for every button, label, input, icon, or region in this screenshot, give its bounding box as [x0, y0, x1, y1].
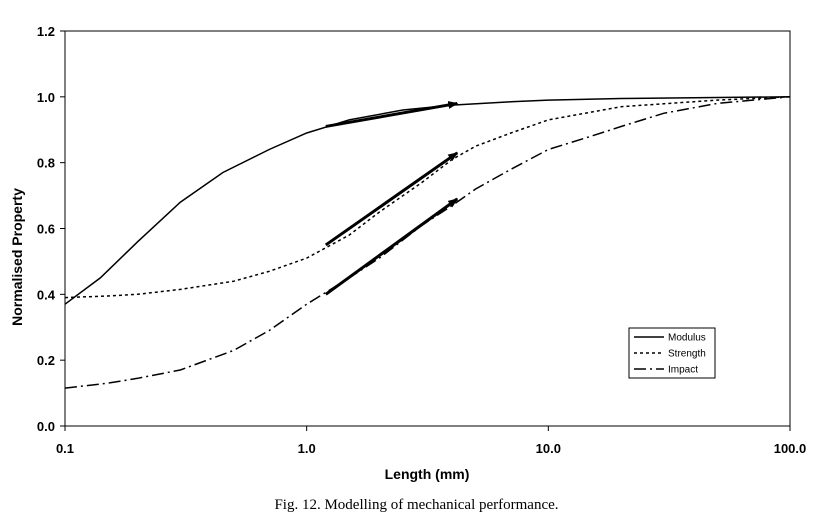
y-tick-label: 1.2	[37, 24, 55, 39]
y-tick-label: 1.0	[37, 90, 55, 105]
x-tick-label: 10.0	[536, 441, 561, 456]
figure-caption: Fig. 12. Modelling of mechanical perform…	[274, 497, 559, 513]
x-axis-title: Length (mm)	[385, 466, 470, 482]
legend-label-modulus: Modulus	[668, 333, 706, 344]
y-tick-label: 0.4	[37, 287, 56, 302]
y-tick-label: 0.2	[37, 353, 55, 368]
legend: Modulus Strength Impact	[628, 327, 716, 379]
annotation-arrow	[325, 101, 459, 128]
series-line-modulus	[64, 96, 791, 305]
legend-label-strength: Strength	[668, 349, 706, 360]
y-axis: 0.0 0.2 0.4 0.6 0.8 1.0 1.2	[37, 24, 65, 434]
x-tick-label: 0.1	[56, 441, 74, 456]
x-axis: 0.1 1.0 10.0 100.0	[56, 426, 806, 456]
annotation-arrow	[324, 197, 459, 296]
x-tick-label: 100.0	[774, 441, 807, 456]
y-tick-label: 0.0	[37, 419, 55, 434]
annotation-arrows	[324, 101, 459, 296]
annotation-arrow	[324, 151, 459, 247]
y-tick-label: 0.8	[37, 156, 55, 171]
y-axis-title: Normalised Property	[9, 188, 25, 326]
y-tick-label: 0.6	[37, 222, 55, 237]
series-line-strength	[64, 96, 791, 299]
legend-label-impact: Impact	[668, 365, 698, 376]
x-tick-label: 1.0	[298, 441, 316, 456]
